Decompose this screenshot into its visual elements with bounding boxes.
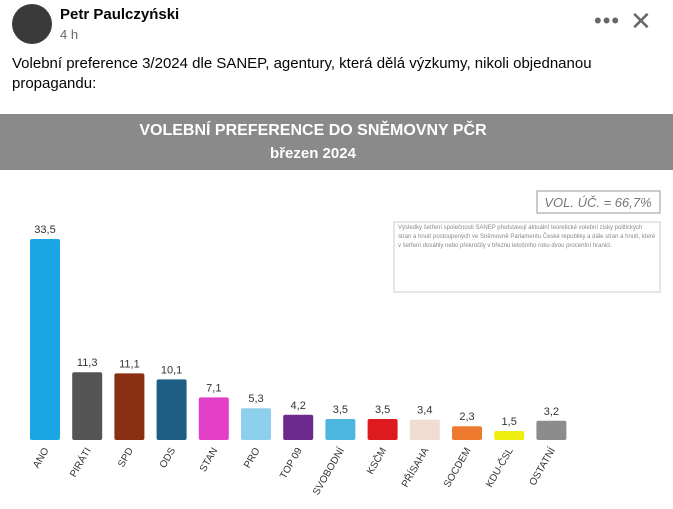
chart-bg	[0, 104, 673, 509]
bar	[452, 426, 482, 440]
bar	[198, 397, 229, 440]
value-label: 5,3	[248, 393, 263, 405]
bar	[72, 372, 103, 440]
note-fo: Výsledky šetření společnosti SANEP předs…	[398, 225, 656, 249]
note-box	[393, 221, 661, 293]
more-button[interactable]: •••	[594, 8, 621, 33]
bar	[367, 419, 398, 440]
value-label: 3,4	[417, 405, 432, 417]
chart: VOLEBNÍ PREFERENCE DO SNĚMOVNY PČR březe…	[0, 104, 673, 509]
value-label: 33,5	[34, 224, 55, 236]
bar	[494, 431, 525, 440]
bar	[156, 379, 187, 440]
value-label: 3,5	[375, 404, 390, 416]
bar	[409, 419, 440, 440]
value-label: 3,5	[333, 404, 348, 416]
chart-title: VOLEBNÍ PREFERENCE DO SNĚMOVNY PČR	[139, 120, 487, 139]
value-label: 11,1	[119, 358, 140, 370]
chart-subtitle: březen 2024	[270, 145, 357, 162]
value-label: 4,2	[291, 400, 306, 412]
post-text: Volební preference 3/2024 dle SANEP, age…	[12, 55, 592, 92]
bar	[241, 408, 271, 440]
value-label: 1,5	[502, 416, 517, 428]
value-label: 7,1	[206, 382, 221, 394]
value-label: 10,1	[161, 364, 182, 376]
bar	[325, 419, 356, 440]
bar	[283, 414, 314, 440]
author[interactable]: Petr Paulczyński	[60, 6, 180, 23]
turnout: VOL. ÚČ. = 66,7%	[544, 195, 651, 210]
time[interactable]: 4 h	[60, 27, 79, 42]
title-band	[0, 114, 673, 170]
bar	[30, 239, 60, 440]
value-label: 3,2	[544, 406, 559, 418]
turnout-box	[536, 190, 661, 214]
close-button[interactable]: ✕	[630, 6, 652, 36]
note: Výsledky šetření společnosti SANEP předs…	[398, 225, 656, 249]
bar	[536, 420, 567, 440]
bar	[114, 373, 145, 440]
value-label: 11,3	[77, 357, 98, 369]
avatar[interactable]	[12, 4, 52, 44]
value-label: 2,3	[459, 411, 474, 423]
